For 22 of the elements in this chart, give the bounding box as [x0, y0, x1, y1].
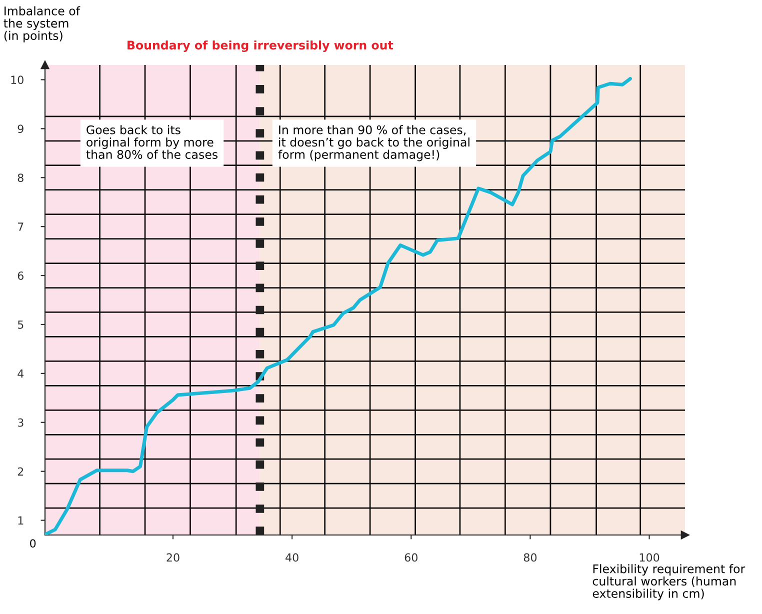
- x-axis-title: Flexibility requirement for cultural workers (human extensibility in cm): [592, 564, 746, 600]
- text: 0: [30, 539, 36, 548]
- annotation: Goes back to its original form by more than 80% of the cases: [86, 125, 218, 159]
- x-tick-label: 20: [166, 553, 180, 562]
- annotation: In more than 90 % of the cases, it doesn’t go back to the original form (permanent damage!): [278, 125, 470, 162]
- x-tick-label: 40: [286, 553, 298, 562]
- line-series: [45, 76, 632, 535]
- y-axis-title: Imbalance of the system (in points): [4, 6, 80, 42]
- y-tick-label: 3: [18, 418, 24, 427]
- y-tick-label: 8: [18, 174, 24, 182]
- y-tick-label: 7: [18, 222, 24, 231]
- y-tick-label: 2: [18, 467, 24, 476]
- x-tick-label: 60: [404, 553, 418, 562]
- y-tick-label: 5: [18, 320, 24, 329]
- ref-line-label: Boundary of being irreversibly worn out: [128, 40, 394, 52]
- y-tick-label: 1: [18, 516, 24, 525]
- y-tick-label: 9: [18, 124, 24, 134]
- y-tick-label: 4: [18, 370, 24, 378]
- y-tick-label: 10: [11, 76, 24, 84]
- y-tick-label: 6: [18, 271, 24, 280]
- x-tick-label: 80: [524, 553, 537, 562]
- x-tick-label: 100: [640, 553, 660, 562]
